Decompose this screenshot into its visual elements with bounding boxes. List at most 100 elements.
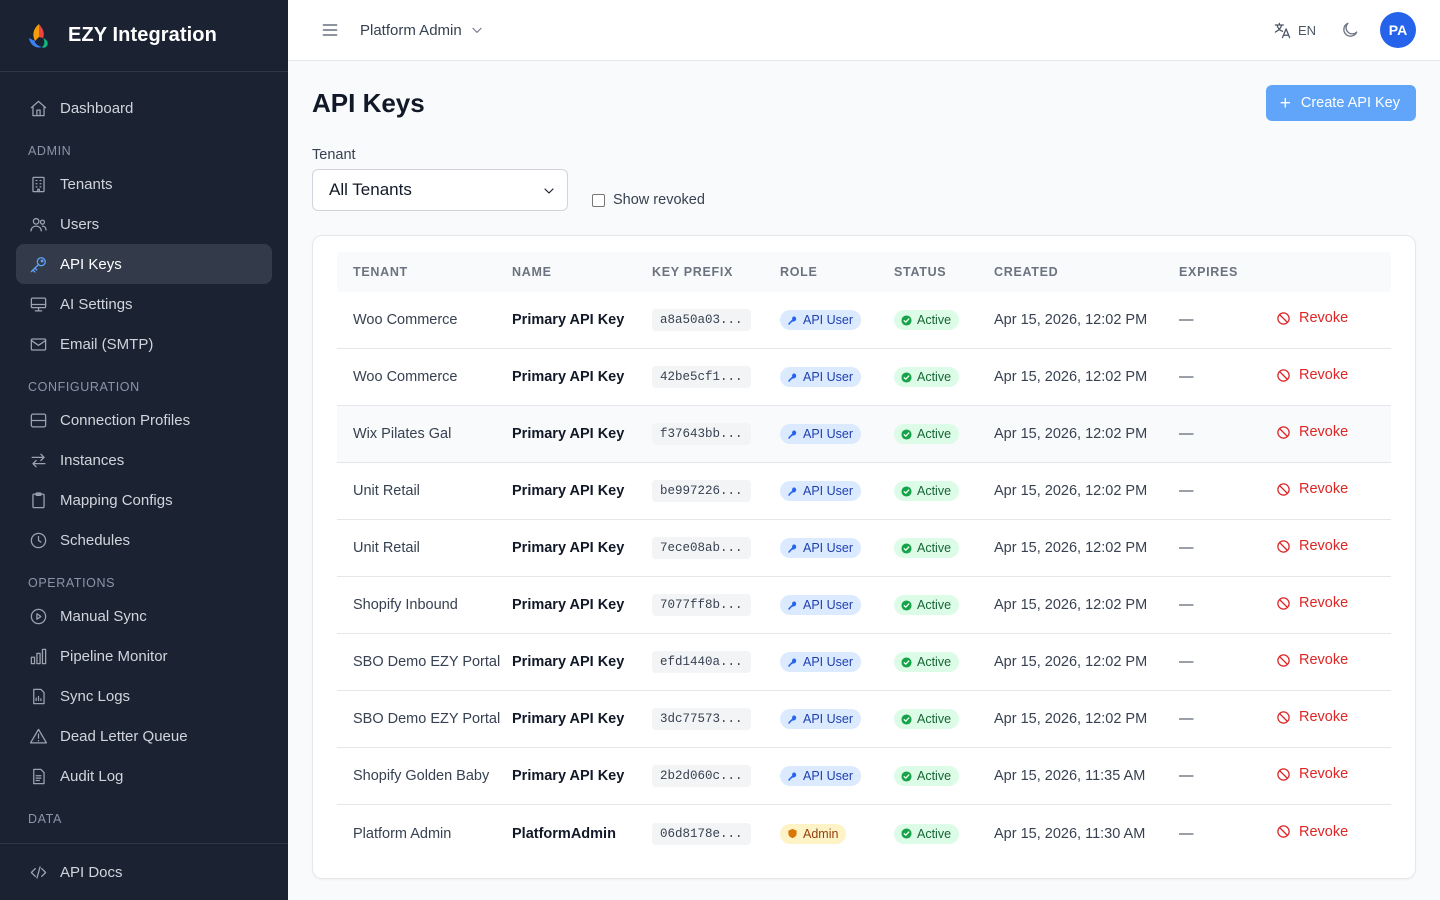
check-circle-icon [901,314,912,326]
cell-tenant: SBO Demo EZY Portal [353,711,501,727]
revoke-button[interactable]: Revoke [1276,766,1348,782]
role-label: API User [803,313,854,327]
sidebar-item-label: Schedules [60,531,131,549]
sidebar-item-label: Connection Profiles [60,411,191,429]
cell-tenant: Shopify Inbound [353,597,458,613]
sidebar-item-label: Pipeline Monitor [60,647,168,665]
building-icon [28,174,48,194]
top-header: Platform Admin EN PA [288,0,1440,61]
key-small-icon [788,486,797,496]
translate-icon [1274,22,1291,38]
clock-icon [28,530,48,550]
revoke-button[interactable]: Revoke [1276,652,1348,668]
sidebar-item-email-smtp[interactable]: Email (SMTP) [16,324,272,364]
cell-key-prefix: efd1440a... [652,651,780,673]
check-circle-icon [901,713,912,725]
cell-role: Admin [780,823,894,844]
table-row: Unit Retail Primary API Key be997226... API… [337,463,1391,520]
revoke-button[interactable]: Revoke [1276,709,1348,725]
key-small-icon [788,315,797,325]
sidebar-item-schedules[interactable]: Schedules [16,520,272,560]
key-prefix-code: 3dc77573... [652,708,751,730]
revoke-button[interactable]: Revoke [1276,310,1348,326]
show-revoked-toggle[interactable]: Show revoked [592,192,705,208]
cell-tenant: SBO Demo EZY Portal [353,654,501,670]
sidebar-item-api-keys[interactable]: API Keys [16,244,272,284]
cell-expires: — [1179,711,1194,727]
revoke-button[interactable]: Revoke [1276,481,1348,497]
status-badge: Active [894,481,960,501]
key-prefix-code: efd1440a... [652,651,751,673]
key-prefix-code: 7077ff8b... [652,594,751,616]
role-badge: API User [780,766,862,786]
bar-chart-icon [28,646,48,666]
sidebar-item-users[interactable]: Users [16,204,272,244]
ban-icon [1277,711,1290,724]
sidebar-item-label: Dead Letter Queue [60,727,188,745]
cell-status: Active [894,424,994,444]
revoke-button[interactable]: Revoke [1276,595,1348,611]
sidebar-item-label: AI Settings [60,295,133,313]
revoke-button[interactable]: Revoke [1276,367,1348,383]
create-api-key-button[interactable]: + Create API Key [1265,85,1416,121]
theme-toggle-button[interactable] [1338,18,1362,42]
user-avatar[interactable]: PA [1380,12,1416,48]
cell-role: API User [780,481,894,501]
monitor-icon [28,294,48,314]
tenant-switcher[interactable]: Platform Admin [360,22,484,39]
revoke-label: Revoke [1299,481,1349,498]
cell-actions: Revoke [1276,824,1391,844]
role-label: Admin [803,826,839,841]
role-label: API User [803,427,854,441]
brand[interactable]: EZY Integration [0,0,288,72]
sidebar-item-tenants[interactable]: Tenants [16,164,272,204]
cell-actions: Revoke [1276,652,1391,672]
revoke-button[interactable]: Revoke [1276,424,1348,440]
file-chart-icon [28,686,48,706]
sidebar-item-pipeline-monitor[interactable]: Pipeline Monitor [16,636,272,676]
cell-name: Primary API Key [512,483,625,499]
cell-actions: Revoke [1276,709,1391,729]
tenant-filter-select[interactable]: All Tenants [312,169,568,211]
key-small-icon [788,771,797,781]
menu-toggle-button[interactable] [318,18,342,42]
show-revoked-checkbox[interactable] [592,193,605,207]
cell-actions: Revoke [1276,424,1391,444]
check-circle-icon [901,428,912,440]
role-badge: API User [780,595,862,615]
cell-created: Apr 15, 2026, 12:02 PM [994,711,1148,727]
sidebar-item-dashboard[interactable]: Dashboard [16,88,272,128]
sidebar-item-connection-profiles[interactable]: Connection Profiles [16,400,272,440]
cell-role: API User [780,367,894,387]
sidebar-item-instances[interactable]: Instances [16,440,272,480]
revoke-button[interactable]: Revoke [1276,824,1348,840]
cell-tenant: Wix Pilates Gal [353,426,452,442]
role-badge: API User [780,310,862,330]
status-label: Active [917,484,952,498]
revoke-button[interactable]: Revoke [1276,538,1348,554]
cell-status: Active [894,538,994,558]
home-icon [28,98,48,118]
sidebar-item-sync-logs[interactable]: Sync Logs [16,676,272,716]
revoke-label: Revoke [1299,424,1349,441]
show-revoked-label: Show revoked [613,192,705,208]
check-circle-icon [901,656,912,668]
sidebar-item-manual-sync[interactable]: Manual Sync [16,596,272,636]
table-row: Wix Pilates Gal Primary API Key f37643bb..… [337,406,1391,463]
ban-icon [1277,768,1290,781]
column-header-status: STATUS [894,265,947,279]
sidebar-item-api-docs[interactable]: API Docs [16,852,272,892]
table-row: Shopify Golden Baby Primary API Key 2b2d06… [337,748,1391,805]
language-switcher[interactable]: EN [1273,21,1316,40]
cell-name: Primary API Key [512,369,625,385]
status-label: Active [917,598,952,612]
sidebar-item-mapping-configs[interactable]: Mapping Configs [16,480,272,520]
sidebar-item-ai-settings[interactable]: AI Settings [16,284,272,324]
section-configuration: CONFIGURATION [28,380,140,394]
sidebar-item-audit-log[interactable]: Audit Log [16,756,272,796]
role-badge: API User [780,538,862,558]
cell-key-prefix: a8a50a03... [652,309,780,331]
chevron-down-icon [472,27,482,33]
sidebar-item-dead-letter-queue[interactable]: Dead Letter Queue [16,716,272,756]
cell-actions: Revoke [1276,367,1391,387]
